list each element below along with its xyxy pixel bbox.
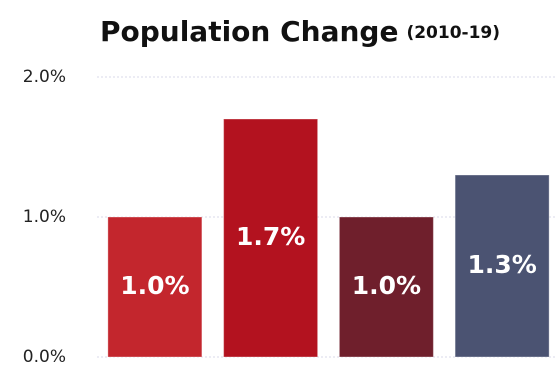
bar [223,118,319,358]
bar [338,216,434,358]
chart-title: Population Change [100,15,398,48]
value-label: 1.0% [352,271,421,300]
bar [107,216,203,358]
bar [454,174,550,358]
value-label: 1.0% [120,271,189,300]
y-tick-label: 0.0% [23,347,66,367]
value-label: 1.3% [467,250,536,279]
value-label: 1.7% [236,222,305,251]
y-tick-label: 1.0% [23,207,66,227]
chart-subtitle: (2010-19) [406,23,500,43]
y-tick-label: 2.0% [23,67,66,87]
chart-title-group: Population Change (2010-19) [100,15,500,48]
